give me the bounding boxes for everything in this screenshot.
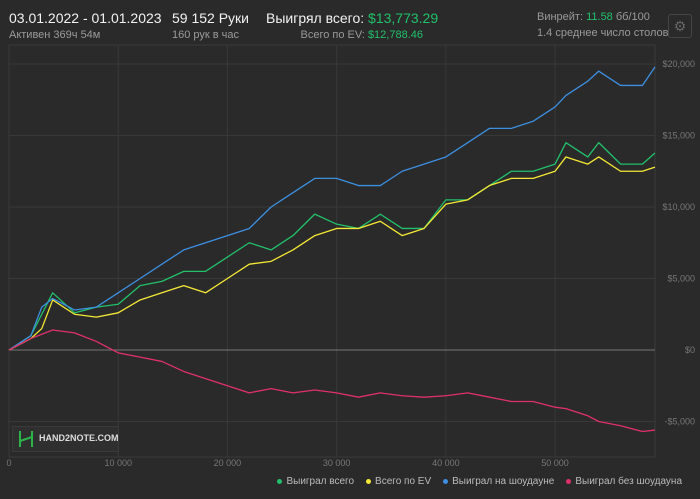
- ev-label: Всего по EV:: [300, 29, 365, 41]
- legend-dot-icon: [277, 478, 283, 484]
- winrate-unit: бб/100: [615, 11, 650, 23]
- x-tick-label: 30 000: [323, 458, 351, 468]
- won-total-label: Выигрял всего:: [266, 10, 365, 26]
- legend: Выиграл всего Всего по EV Выиграл на шоуда…: [277, 476, 682, 487]
- legend-item[interactable]: Выиграл на шоудауне: [443, 476, 554, 487]
- winrate: Винрейт: 11.58 бб/100: [537, 11, 650, 23]
- y-tick-label: $20,000: [662, 59, 695, 69]
- legend-item[interactable]: Всего по EV: [366, 476, 431, 487]
- hand2note-logo-icon: [19, 431, 33, 447]
- legend-dot-icon: [566, 478, 572, 484]
- y-tick-label: $10,000: [662, 202, 695, 212]
- won-total: Выигрял всего: $13,773.29: [266, 10, 438, 26]
- legend-item[interactable]: Выиграл всего: [277, 476, 354, 487]
- y-tick-label: $5,000: [667, 274, 695, 284]
- winrate-value: 11.58: [586, 11, 613, 23]
- x-tick-label: 0: [6, 458, 11, 468]
- legend-item[interactable]: Выиграл без шоудауна: [566, 476, 682, 487]
- x-tick-label: 20 000: [214, 458, 242, 468]
- watermark-text: HAND2NOTE.COM: [39, 433, 119, 443]
- gear-icon[interactable]: ⚙: [668, 14, 692, 38]
- legend-dot-icon: [366, 478, 372, 484]
- ev-total: Всего по EV: $12,788.46: [301, 29, 423, 41]
- series-line-0: [8, 141, 656, 351]
- x-tick-label: 40 000: [432, 458, 460, 468]
- legend-label: Всего по EV: [375, 476, 432, 487]
- active-time: Активен 369ч 54м: [9, 29, 101, 41]
- y-tick-label: $15,000: [662, 131, 695, 141]
- watermark-logo: HAND2NOTE.COM: [12, 426, 119, 452]
- ev-value: $12,788.46: [367, 29, 423, 41]
- legend-dot-icon: [443, 478, 449, 484]
- plot-area: [8, 44, 656, 458]
- y-tick-label: -$5,000: [664, 417, 695, 427]
- legend-label: Выиграл всего: [286, 476, 355, 487]
- series-line-2: [8, 66, 656, 351]
- y-tick-label: $0: [685, 345, 695, 355]
- series-line-1: [8, 156, 656, 351]
- avg-tables: 1.4 среднее число столов: [537, 27, 669, 39]
- winrate-label: Винрейт:: [537, 11, 584, 23]
- date-range[interactable]: 03.01.2022 - 01.01.2023: [9, 10, 162, 26]
- chart: 0 10 000 20 000 30 000 40 000 50 000 $20,000 $1…: [6, 44, 695, 468]
- legend-label: Выиграл без шоудауна: [575, 476, 682, 487]
- hands-per-hour: 160 рук в час: [172, 29, 240, 41]
- won-total-value: $13,773.29: [368, 10, 439, 26]
- x-tick-label: 50 000: [541, 458, 569, 468]
- hands-count: 59 152 Руки: [172, 10, 249, 26]
- legend-label: Выиграл на шоудауне: [452, 476, 555, 487]
- x-tick-label: 10 000: [104, 458, 132, 468]
- series-line-3: [8, 329, 656, 433]
